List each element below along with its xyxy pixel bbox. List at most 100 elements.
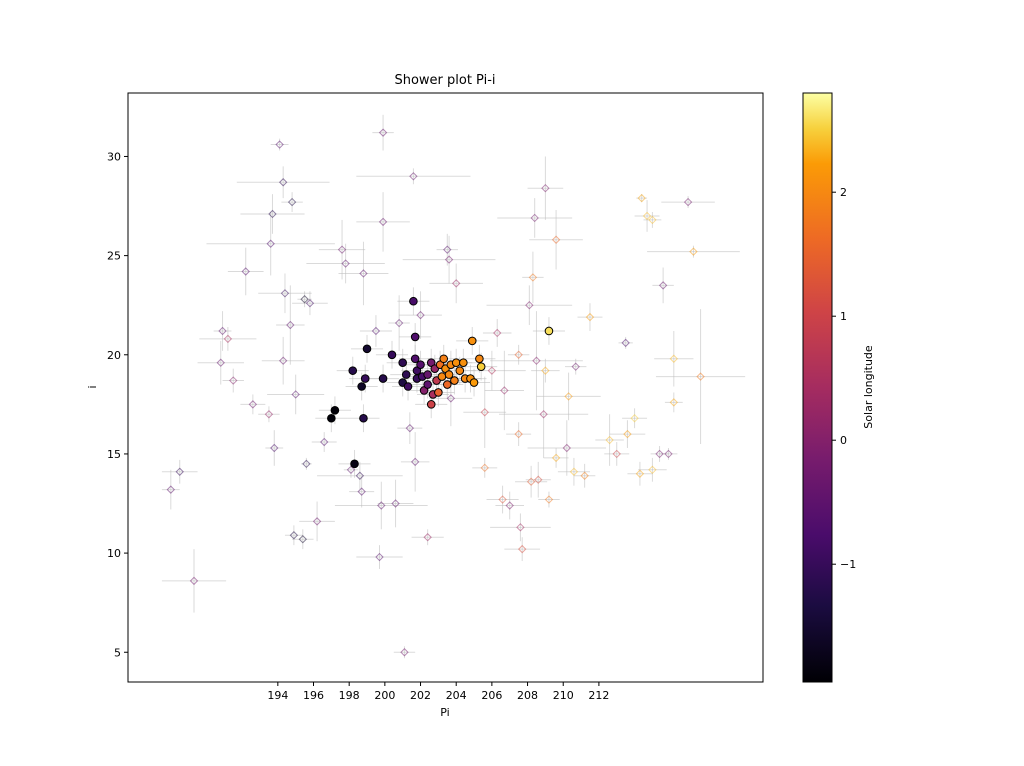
faint-data-point [648,465,657,475]
faint-data-point [175,467,184,476]
faint-data-point [377,501,386,510]
x-tick-label: 196 [303,689,324,702]
faint-data-point [400,648,409,657]
faint-data-point [696,372,705,381]
faint-data-point [451,279,461,288]
plot-area: 194 196 198 200 202 204 206 208 210 212 5 10 15 20 25… [107,92,764,702]
faint-data-point [268,209,277,219]
faint-data-point [585,312,595,322]
y-axis-label: i [86,385,99,388]
faint-data-point [355,471,365,480]
bold-data-point [442,380,452,389]
faint-data-point [493,328,502,338]
faint-data-point [655,449,664,459]
bold-data-point [378,374,388,383]
bold-data-point [439,354,449,364]
x-tick-label: 212 [588,689,609,702]
faint-data-point [378,128,388,137]
colorbar-tick-label: 1 [840,310,847,323]
faint-data-point [683,197,693,207]
bold-data-point [360,374,370,383]
x-tick-label: 210 [553,689,574,702]
bold-points-layer [327,296,554,469]
faint-data-point [443,245,452,254]
y-tick-label: 15 [107,448,121,461]
faint-data-point [278,356,288,365]
faint-data-point [223,334,233,344]
faint-data-point [564,392,573,401]
faint-data-point [289,531,299,540]
bold-data-point [467,336,477,346]
faint-data-point [532,356,541,365]
faint-data-point [514,350,523,359]
colorbar-tick-label: 0 [840,434,847,447]
bold-data-point [444,370,454,379]
faint-data-point [669,354,679,363]
x-axis-label: Pi [440,706,449,719]
bold-data-point [469,378,479,387]
bold-data-point [401,370,411,379]
faint-data-point [571,362,580,371]
y-tick-label: 30 [107,150,121,163]
bold-data-point [398,358,407,368]
faint-data-point [216,358,225,367]
faint-data-point [621,338,630,348]
bold-data-point [330,406,340,415]
faint-data-point [391,499,400,508]
faint-data-point [664,449,673,459]
faint-data-point [346,465,356,475]
faint-data-point [580,471,589,480]
faint-data-point [605,435,614,445]
bold-data-point [387,350,397,360]
bold-data-point [437,372,447,381]
bold-data-point [416,360,425,369]
colorbar-label: Solar longitude [862,345,875,429]
faint-data-point [287,197,297,207]
faint-data-point [544,495,554,504]
colorbar-tick-label: −1 [840,558,856,571]
faint-data-point [378,217,388,227]
faint-data-point [500,386,509,395]
faint-data-point [229,376,238,385]
bold-data-point [450,376,459,385]
x-tick-label: 194 [267,689,288,702]
bold-data-point [451,358,461,368]
faint-data-point [280,289,290,298]
x-tick-label: 198 [339,689,360,702]
faint-data-point [446,394,456,403]
faint-data-point [630,414,639,423]
bold-data-point [455,366,465,375]
faint-data-point [514,429,523,439]
x-tick-label: 204 [446,689,467,702]
bold-data-point [410,332,420,342]
faint-data-point [505,501,514,510]
y-axis-ticks: 5 10 15 20 25 30 [107,150,128,659]
colorbar-tick-label: 2 [840,186,847,199]
colorbar: −1 0 1 2 [802,92,856,683]
faint-data-point [371,326,381,336]
bold-data-point [359,413,368,423]
y-tick-label: 10 [107,547,121,560]
faint-data-point [409,172,418,181]
faint-data-point [689,247,698,256]
bold-data-point [357,382,366,391]
faint-data-point [635,469,645,478]
faint-data-point [320,437,329,447]
faint-data-point [410,457,420,467]
faint-data-point [623,429,632,439]
faint-data-point [541,366,550,375]
faint-data-point [218,326,227,336]
faint-data-point [359,269,368,278]
faint-data-point [275,140,284,149]
colorbar-ticks: −1 0 1 2 [832,186,856,571]
bold-data-point [434,388,443,397]
faint-data-point [302,459,311,469]
faint-data-point [526,477,536,486]
bold-data-point [476,362,486,371]
bold-data-point [350,459,359,469]
faint-data-point [416,310,425,320]
faint-data-point [516,523,525,532]
bold-data-point [426,400,436,409]
faint-data-point [394,318,404,328]
faint-data-point [569,467,579,476]
